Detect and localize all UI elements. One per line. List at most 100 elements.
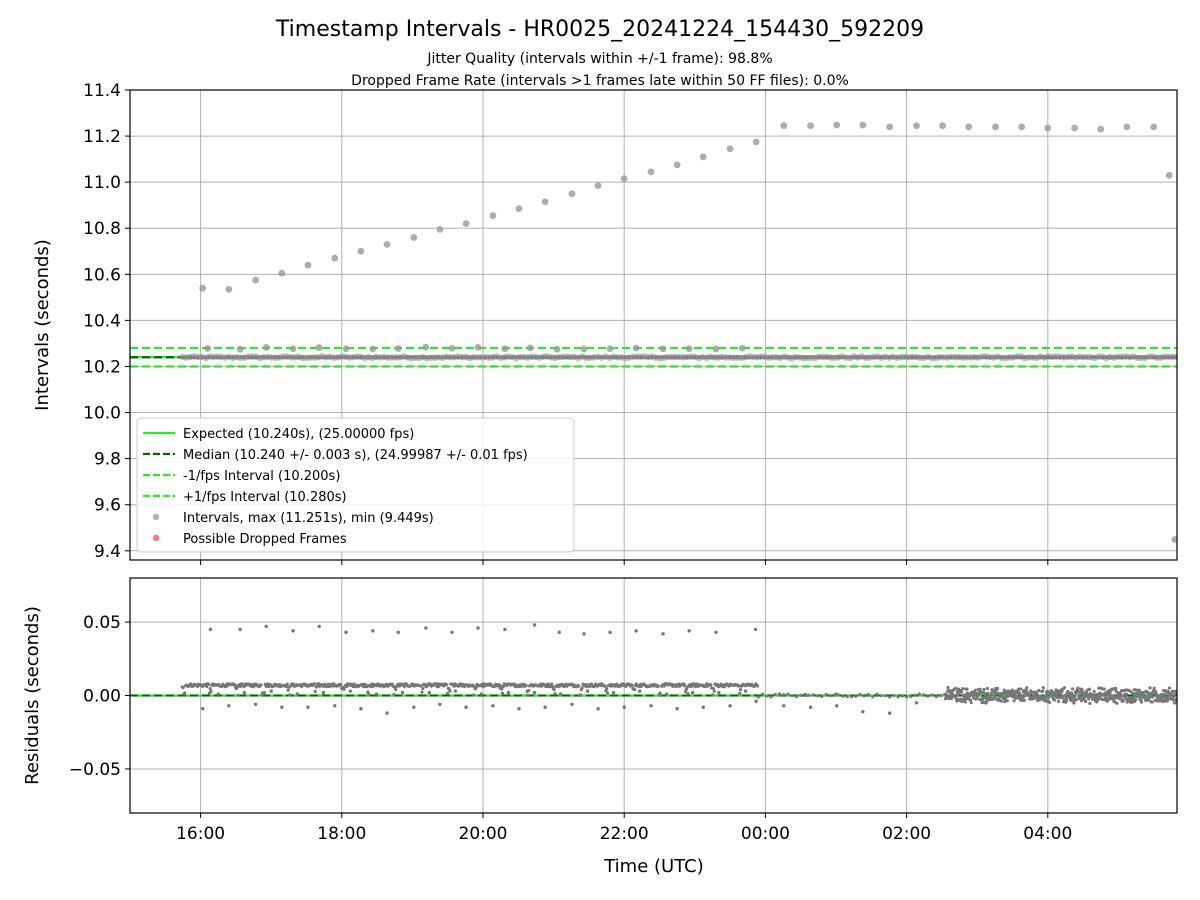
residual-point	[957, 692, 961, 696]
interval-point	[965, 123, 973, 131]
interval-point	[236, 345, 244, 353]
interval-point	[553, 345, 561, 353]
interval-point	[304, 261, 312, 269]
residual-point	[1087, 697, 1091, 701]
residual-point	[1134, 698, 1138, 702]
residual-point	[259, 683, 263, 687]
residual-point	[1170, 689, 1175, 693]
residual-point	[1171, 698, 1175, 702]
residual-point	[1172, 694, 1176, 698]
residual-point	[1035, 692, 1039, 696]
residual-point	[605, 687, 609, 691]
residual-point	[656, 684, 660, 688]
residual-point	[849, 695, 854, 699]
residual-point	[374, 692, 379, 696]
residual-point	[181, 686, 185, 690]
residual-point-high	[753, 627, 758, 632]
residual-point-high	[532, 623, 537, 627]
residual-point	[858, 692, 862, 697]
interval-point	[262, 343, 270, 351]
residual-point	[984, 699, 989, 703]
residual-point	[1022, 698, 1026, 702]
residual-point	[1162, 692, 1166, 697]
residual-point	[262, 690, 267, 695]
figure-title: Timestamp Intervals - HR0025_20241224_15…	[275, 17, 924, 42]
intervals-axes: 9.4 9.6 9.8 10.0 10.2 10.4 10.6 10.8 11.0 11.2 11.…	[32, 81, 1178, 565]
residual-point	[421, 686, 425, 691]
residual-point-low	[570, 702, 574, 707]
residual-point	[1070, 687, 1075, 691]
residual-point	[1013, 693, 1017, 698]
residual-point	[286, 688, 290, 692]
interval-point	[410, 234, 418, 241]
residual-point	[782, 692, 786, 697]
residual-point	[288, 693, 292, 697]
interval-point	[342, 345, 350, 353]
residual-point	[1078, 695, 1082, 699]
residual-point	[1129, 689, 1133, 694]
residual-point	[1067, 691, 1071, 695]
residual-point	[633, 687, 637, 692]
residual-point	[630, 683, 634, 687]
intervals-axes-frame	[129, 89, 1178, 561]
residual-point	[558, 692, 563, 696]
residual-point	[913, 693, 917, 697]
residual-point	[905, 695, 909, 699]
y-tick-label: 10.8	[83, 219, 121, 239]
residual-point	[321, 690, 326, 695]
residual-point	[209, 689, 213, 693]
interval-point	[1044, 124, 1052, 132]
residual-point	[284, 684, 289, 689]
residual-point-high	[238, 627, 242, 632]
residual-point-low	[306, 705, 310, 709]
residual-point	[1100, 687, 1104, 691]
residual-point	[206, 682, 211, 686]
interval-point	[939, 122, 947, 130]
interval-point	[357, 247, 365, 255]
residual-point	[578, 693, 583, 697]
residual-point	[1087, 687, 1092, 691]
x-tick-label: 16:00	[176, 824, 225, 844]
residual-point	[711, 686, 716, 691]
residual-point-low	[861, 709, 865, 714]
residual-point	[524, 683, 528, 688]
residual-point	[585, 689, 590, 693]
residual-point	[1056, 699, 1061, 703]
residual-point	[1092, 693, 1097, 697]
residual-point	[1100, 697, 1104, 701]
interval-point	[422, 343, 430, 351]
residual-point	[285, 682, 289, 686]
residual-point-low	[464, 705, 468, 709]
residual-point	[841, 694, 845, 698]
residual-point	[236, 693, 240, 697]
residual-point	[1167, 686, 1172, 690]
residual-point	[820, 694, 824, 699]
residual-point-high	[503, 627, 507, 632]
residual-point	[921, 693, 926, 697]
legend-expected-label: Expected (10.240s), (25.00000 fps)	[183, 427, 414, 442]
interval-point	[1097, 125, 1105, 133]
interval-point	[394, 345, 402, 352]
residual-point	[1080, 688, 1084, 692]
residual-point	[1114, 689, 1118, 693]
residual-point	[985, 686, 989, 691]
residual-point	[979, 691, 983, 695]
residual-point	[553, 692, 557, 696]
residual-point	[871, 695, 875, 699]
residual-point	[472, 693, 476, 697]
interval-point	[647, 168, 655, 176]
interval-point	[289, 345, 297, 353]
residual-point	[1053, 698, 1057, 702]
residual-point	[773, 692, 777, 697]
residual-point	[710, 693, 715, 697]
residual-point	[862, 693, 866, 698]
residual-point	[811, 693, 816, 697]
interval-point	[606, 345, 614, 353]
residual-point	[717, 690, 721, 695]
residual-point	[427, 690, 432, 695]
residual-point	[995, 686, 1000, 691]
residual-point	[419, 684, 423, 688]
residual-point	[1048, 700, 1052, 704]
residual-point	[365, 685, 369, 689]
residual-point-high	[608, 630, 612, 635]
